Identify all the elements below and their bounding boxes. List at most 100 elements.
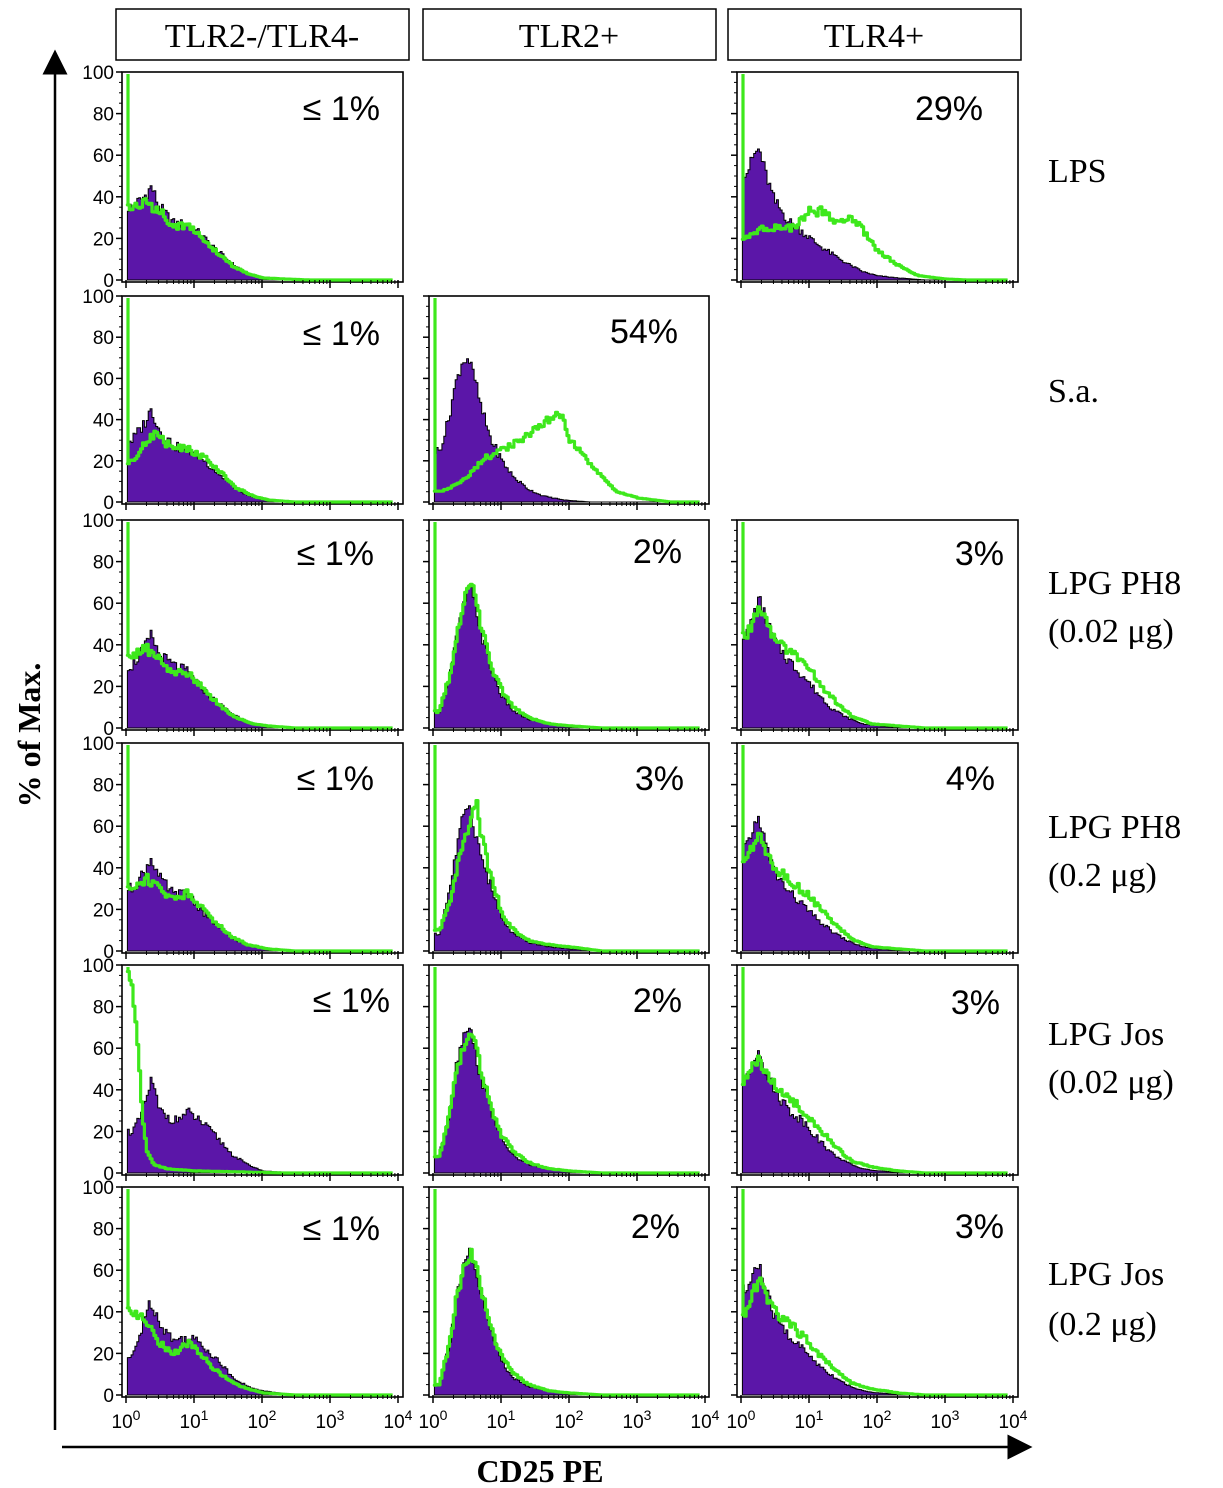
x-tick-label: 101 [795,1407,824,1433]
row-label-dose: (0.02 μg) [1048,613,1174,650]
y-tick-label: 40 [93,859,114,880]
x-tick-label: 104 [999,1407,1028,1433]
row-label-dose: (0.2 μg) [1048,857,1157,894]
stimulated-histogram [432,1189,700,1397]
y-tick-label: 20 [93,1122,114,1143]
x-tick-exponent: 4 [405,1407,413,1423]
x-tick-base: 10 [555,1412,576,1433]
y-tick-label: 0 [103,271,114,292]
x-axis-label: CD25 PE [476,1453,603,1488]
x-tick-exponent: 3 [644,1407,652,1423]
histogram-panel: 0 20 40 60 80 100 ≤ 1% [82,1178,404,1407]
percent-positive-label: 54% [610,313,678,351]
x-tick-base: 10 [623,1412,644,1433]
y-tick-label: 0 [103,942,114,963]
percent-positive-label: ≤ 1% [313,982,390,1020]
y-tick-label: 20 [93,229,114,250]
y-tick-label: 40 [93,1303,114,1324]
y-tick-label: 20 [93,1344,114,1365]
percent-positive-label: ≤ 1% [303,1210,380,1248]
y-tick-label: 80 [93,1220,114,1241]
x-tick-exponent: 4 [712,1407,720,1423]
x-tick-label: 102 [248,1407,277,1433]
x-tick-exponent: 0 [133,1407,141,1423]
x-tick-base: 10 [316,1412,337,1433]
y-tick-label: 60 [93,817,114,838]
stimulated-histogram [125,967,393,1175]
row-label: LPG PH8 [1048,565,1181,602]
histogram-panel: 29% [731,71,1019,288]
x-tick-base: 10 [999,1412,1020,1433]
x-tick-exponent: 3 [337,1407,345,1423]
control-histogram [433,358,700,503]
stimulated-histogram [125,745,393,953]
y-tick-label: 100 [82,63,114,84]
x-tick-base: 10 [863,1412,884,1433]
y-tick-label: 60 [93,1261,114,1282]
percent-positive-label: 3% [955,535,1004,573]
y-tick-label: 0 [103,1164,114,1185]
histogram-panels: 0 20 40 60 80 100 ≤ 1% 29% 0 20 40 60 80 100 ≤ 1% 54% 0 2… [82,63,1019,1407]
y-tick-label: 80 [93,328,114,349]
histogram-panel: 3% [731,964,1019,1181]
x-tick-label: 102 [555,1407,584,1433]
x-tick-base: 10 [931,1412,952,1433]
stimulated-histogram [432,522,700,730]
percent-positive-label: ≤ 1% [303,90,380,128]
y-tick-label: 20 [93,452,114,473]
y-tick-label: 80 [93,998,114,1019]
histogram-panel: 0 20 40 60 80 100 ≤ 1% [82,287,404,514]
x-tick-exponent: 3 [952,1407,960,1423]
row-labels: LPS S.a. LPG PH8 (0.02 μg) LPG PH8 (0.2 … [1048,153,1181,1343]
x-tick-base: 10 [727,1412,748,1433]
x-tick-label: 101 [487,1407,516,1433]
column-header-label: TLR2-/TLR4- [165,18,360,55]
row-label: LPG Jos [1048,1016,1164,1053]
y-tick-label: 60 [93,1039,114,1060]
x-tick-label: 102 [863,1407,892,1433]
x-tick-exponent: 0 [748,1407,756,1423]
stimulated-histogram [432,298,700,504]
x-tick-base: 10 [487,1412,508,1433]
percent-positive-label: 4% [946,760,995,798]
percent-positive-label: 2% [633,533,682,571]
row-label: LPS [1048,153,1107,190]
x-tick-label: 103 [623,1407,652,1433]
row-label-dose: (0.2 μg) [1048,1306,1157,1343]
y-tick-label: 60 [93,369,114,390]
histogram-panel: 0 20 40 60 80 100 ≤ 1% [82,63,404,292]
histogram-panel: 2% [423,519,710,736]
histogram-panel: 0 20 40 60 80 100 ≤ 1% [82,511,404,740]
percent-positive-label: 3% [955,1208,1004,1246]
column-header-label: TLR2+ [519,18,619,55]
y-tick-label: 100 [82,511,114,532]
x-tick-labels: 100 101 102 103 104 100 101 102 103 104 100 101 102 1… [112,1407,1028,1433]
histogram-panel: 54% [423,295,710,510]
column-header-box [115,8,410,61]
y-tick-label: 40 [93,411,114,432]
y-tick-label: 80 [93,776,114,797]
row-label: LPG PH8 [1048,809,1181,846]
y-tick-label: 100 [82,734,114,755]
x-axis: CD25 PE [62,1434,1033,1488]
percent-positive-label: 29% [915,90,983,128]
column-header-box [422,8,717,61]
x-tick-exponent: 2 [884,1407,892,1423]
y-tick-label: 20 [93,677,114,698]
y-tick-label: 0 [103,1386,114,1407]
x-tick-base: 10 [180,1412,201,1433]
histogram-panel: 3% [731,519,1019,736]
x-tick-exponent: 1 [201,1407,209,1423]
column-header-label: TLR4+ [824,18,924,55]
y-axis: % of Max. [11,49,68,1430]
row-label: S.a. [1048,373,1099,410]
histogram-panel: 4% [731,742,1019,959]
histogram-panel: 2% [423,964,710,1181]
x-tick-label: 100 [419,1407,448,1433]
stimulated-histogram [740,1189,1008,1397]
y-tick-label: 0 [103,493,114,514]
x-tick-exponent: 2 [269,1407,277,1423]
stimulated-histogram [740,967,1008,1175]
x-tick-base: 10 [384,1412,405,1433]
